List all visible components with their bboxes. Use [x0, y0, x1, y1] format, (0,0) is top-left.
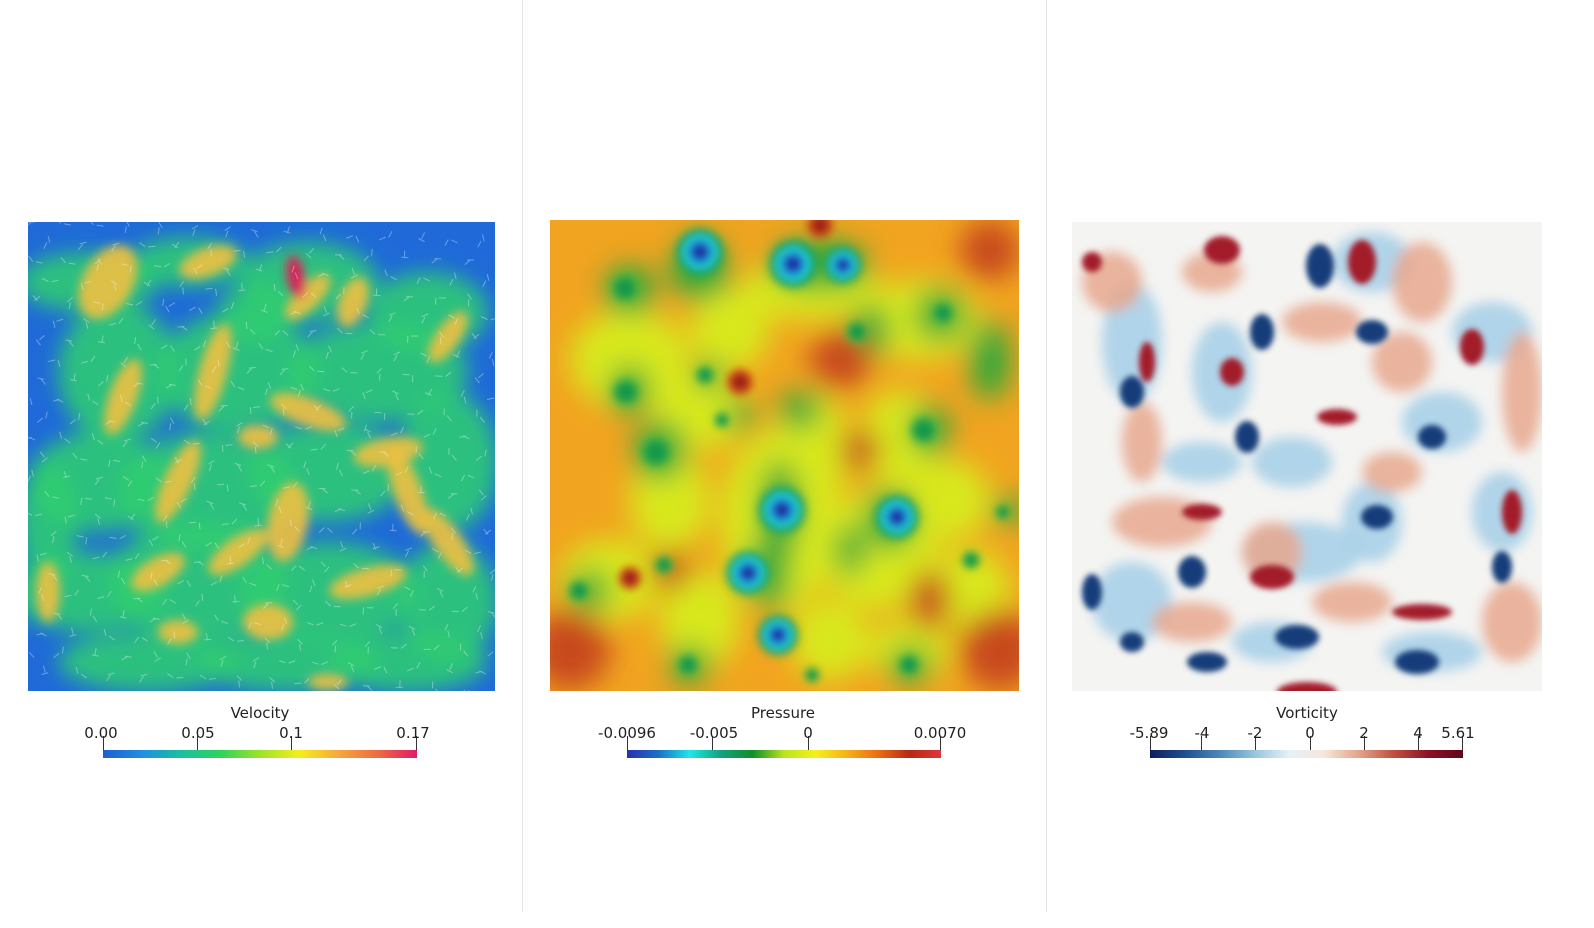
vorticity-tick-label: 2: [1359, 724, 1369, 742]
vorticity-colorbar: Vorticity -5.89 -4 -2 0 2 4 5.61: [1107, 700, 1507, 770]
pressure-panel: Pressure -0.0096 -0.005 0 0.0070: [523, 0, 1045, 928]
vorticity-tick-mark: [1310, 736, 1311, 750]
vorticity-colorbar-gradient: [1150, 750, 1463, 758]
vorticity-tick-label: 5.61: [1441, 724, 1475, 742]
velocity-legend-title: Velocity: [230, 704, 290, 722]
velocity-colorbar-gradient: [103, 750, 417, 758]
velocity-tick-label: 0.17: [396, 724, 430, 742]
vorticity-tick-label: -2: [1247, 724, 1263, 742]
vorticity-tick-mark: [1418, 736, 1419, 750]
vorticity-tick-label: 4: [1413, 724, 1423, 742]
vorticity-tick-mark: [1462, 736, 1463, 750]
vorticity-legend-title: Vorticity: [1276, 704, 1338, 722]
pressure-tick-mark: [940, 736, 941, 750]
velocity-tick-mark: [416, 736, 417, 750]
velocity-field-plot: [28, 222, 495, 691]
vorticity-tick-label: 0: [1305, 724, 1315, 742]
velocity-colorbar: Velocity 0.00 0.05 0.1 0.17: [60, 700, 460, 770]
pressure-tick-mark: [808, 736, 809, 750]
vorticity-tick-mark: [1364, 736, 1365, 750]
pressure-tick-label: -0.005: [689, 724, 739, 742]
panel-divider: [522, 0, 523, 912]
velocity-tick-label: 0.1: [279, 724, 303, 742]
pressure-colorbar: Pressure -0.0096 -0.005 0 0.0070: [583, 700, 983, 770]
velocity-tick-mark: [291, 736, 292, 750]
pressure-colorbar-gradient: [627, 750, 941, 758]
vorticity-tick-label: -4: [1194, 724, 1210, 742]
pressure-tick-mark: [712, 736, 713, 750]
velocity-tick-label: 0.00: [84, 724, 118, 742]
pressure-tick-label: -0.0096: [598, 724, 656, 742]
pressure-tick-mark: [627, 736, 628, 750]
velocity-tick-mark: [197, 736, 198, 750]
vorticity-field-plot: [1072, 222, 1542, 691]
vorticity-tick-mark: [1255, 736, 1256, 750]
pressure-field-plot: [550, 220, 1019, 691]
velocity-tick-label: 0.05: [181, 724, 215, 742]
pressure-tick-label: 0.0070: [913, 724, 967, 742]
pressure-legend-title: Pressure: [750, 704, 816, 722]
vorticity-tick-label: -5.89: [1129, 724, 1169, 742]
vorticity-panel: Vorticity -5.89 -4 -2 0 2 4 5.61: [1047, 0, 1569, 928]
vorticity-tick-mark: [1201, 736, 1202, 750]
vorticity-tick-mark: [1150, 736, 1151, 750]
velocity-tick-mark: [103, 736, 104, 750]
pressure-tick-label: 0: [803, 724, 813, 742]
velocity-panel: Velocity 0.00 0.05 0.1 0.17: [0, 0, 522, 928]
panel-divider: [1046, 0, 1047, 912]
